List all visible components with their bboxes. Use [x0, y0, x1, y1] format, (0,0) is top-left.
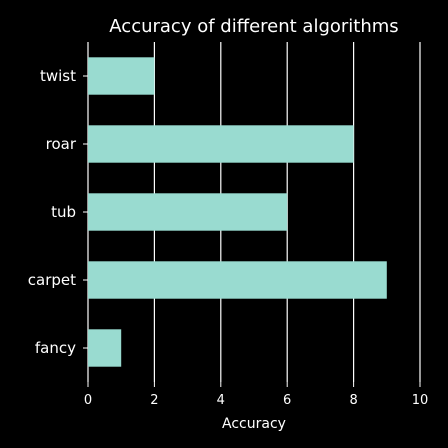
x-axis-title: Accuracy: [222, 416, 286, 432]
category-label-roar: roar: [46, 135, 77, 153]
x-tick-label: 8: [349, 393, 357, 408]
category-labels: twist roar tub carpet fancy: [28, 67, 88, 357]
category-label-fancy: fancy: [35, 339, 76, 357]
bar-tub: [88, 193, 288, 231]
category-label-tub: tub: [51, 203, 76, 221]
x-axis-ticks: 0 2 4 6 8 10: [84, 382, 428, 408]
x-tick-label: 0: [84, 393, 92, 408]
category-label-carpet: carpet: [28, 271, 76, 289]
x-tick-label: 2: [150, 393, 158, 408]
bar-twist: [88, 57, 155, 95]
bar-roar: [88, 125, 354, 163]
x-tick-label: 6: [283, 393, 291, 408]
bar-carpet: [88, 261, 387, 299]
x-tick-label: 10: [412, 393, 429, 408]
bar-fancy: [88, 329, 122, 367]
bars: [88, 57, 387, 367]
x-tick-label: 4: [217, 393, 225, 408]
category-label-twist: twist: [40, 67, 76, 85]
chart-title: Accuracy of different algorithms: [109, 16, 398, 37]
